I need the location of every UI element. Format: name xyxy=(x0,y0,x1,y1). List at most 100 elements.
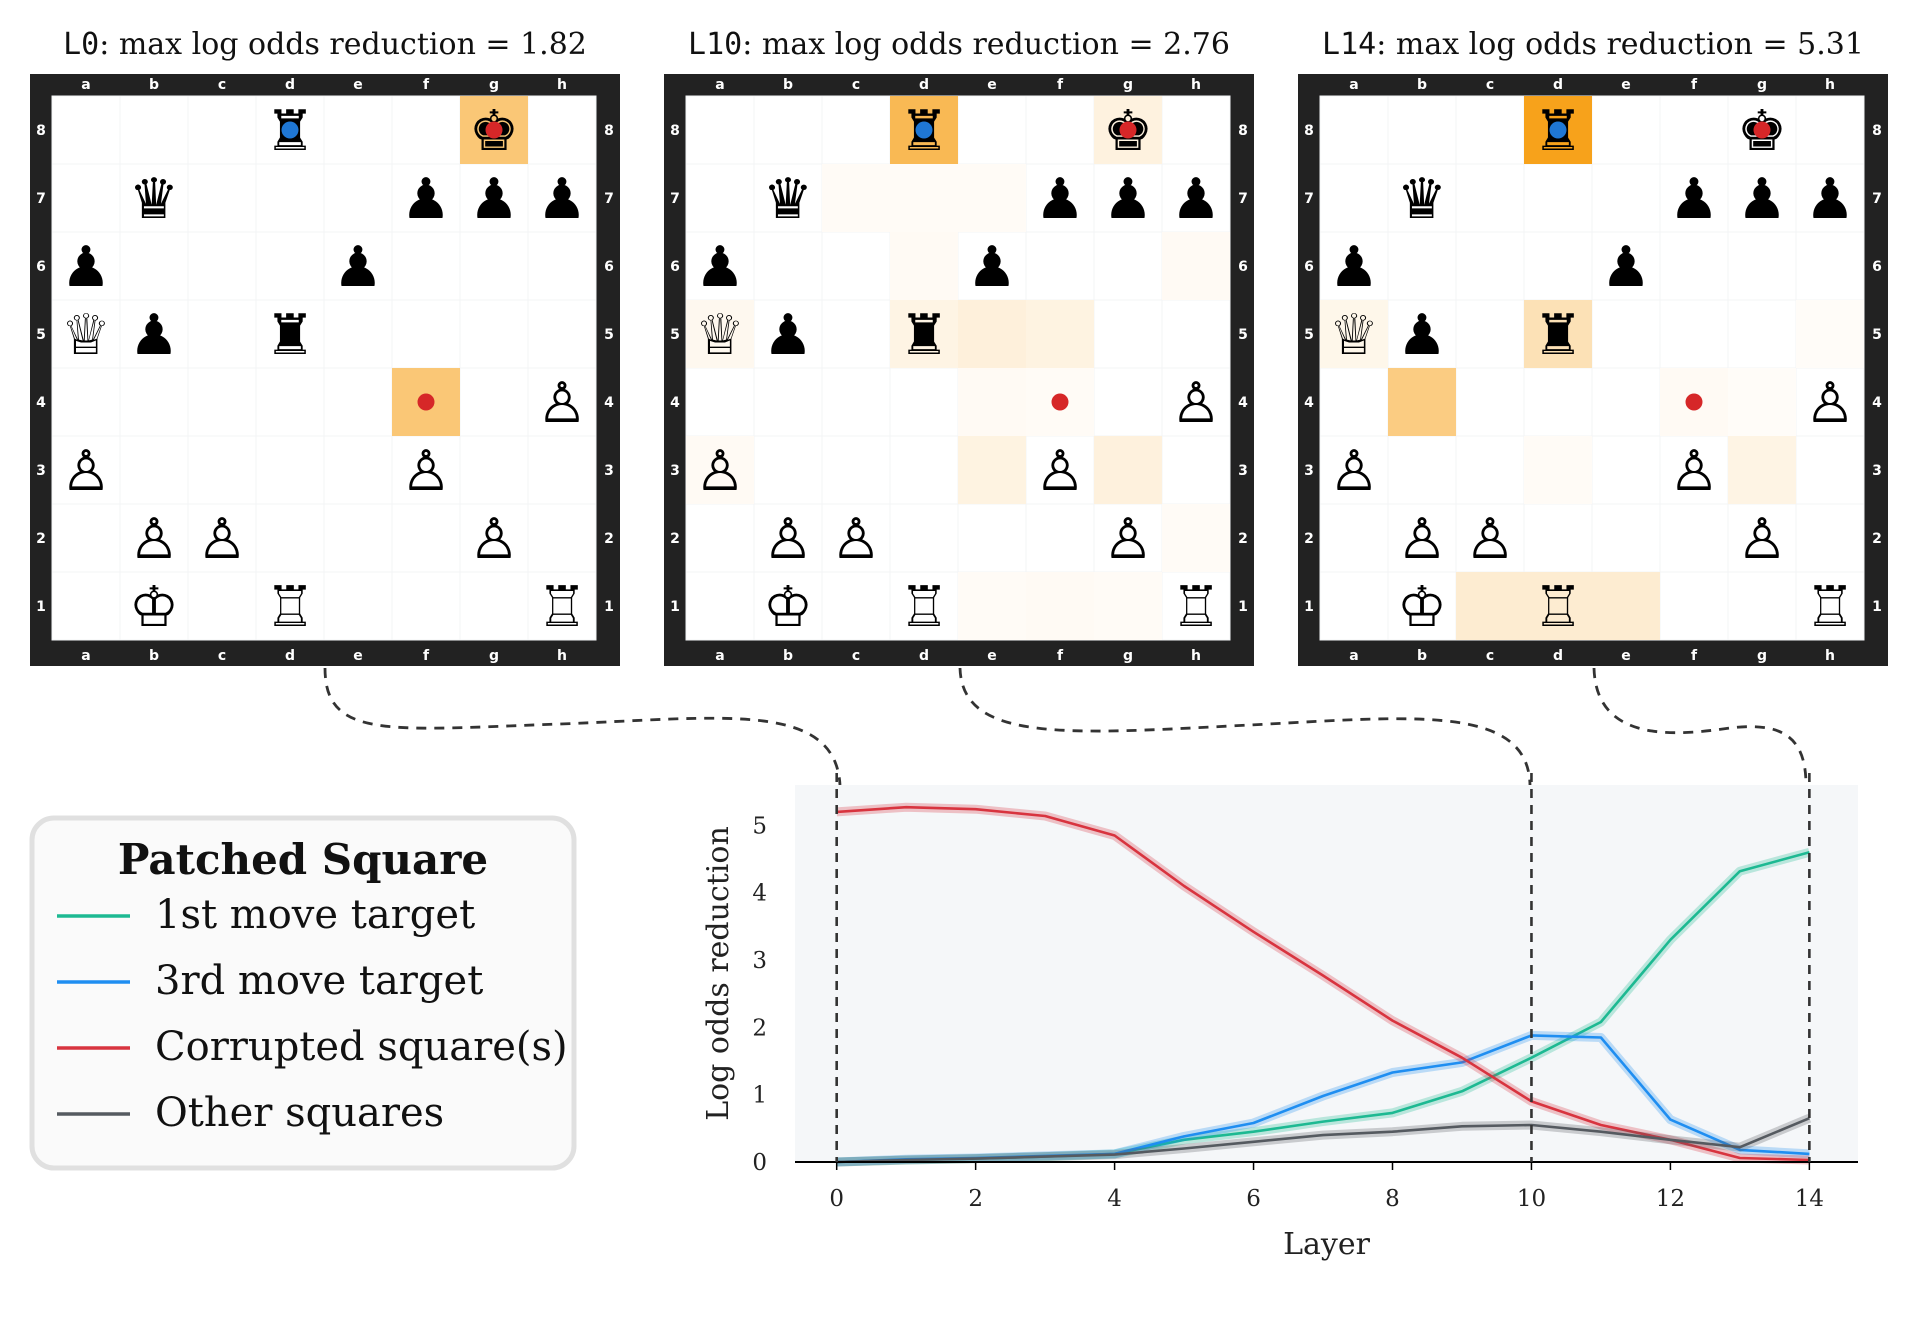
chess-board-2: L14: max log odds reduction = 5.31 a a b b c c… xyxy=(1298,27,1888,666)
rank-label-right: 8 xyxy=(604,123,614,139)
square-highlight-e5 xyxy=(958,300,1026,368)
square-marker-g8 xyxy=(485,121,503,139)
file-label-bottom: f xyxy=(1691,648,1698,664)
y-tick-label: 4 xyxy=(752,881,767,907)
rank-label-right: 2 xyxy=(604,531,614,547)
square-marker-g8 xyxy=(1119,121,1137,139)
square-marker-g8 xyxy=(1753,121,1771,139)
file-label-top: h xyxy=(1191,77,1201,93)
rank-label-left: 7 xyxy=(36,191,46,207)
legend-label: Other squares xyxy=(155,1090,444,1136)
rank-label-right: 4 xyxy=(604,395,614,411)
file-label-top: b xyxy=(149,77,159,93)
rank-label-left: 1 xyxy=(670,599,680,615)
file-label-bottom: e xyxy=(353,648,363,664)
rank-label-left: 2 xyxy=(670,531,680,547)
chess-piece-b7: ♛ xyxy=(763,167,813,232)
x-tick-label: 4 xyxy=(1107,1186,1122,1212)
rank-label-left: 5 xyxy=(670,327,680,343)
chess-piece-f3: ♙ xyxy=(401,439,451,504)
chess-piece-a5: ♕ xyxy=(1329,303,1379,368)
chess-piece-g2: ♙ xyxy=(1103,507,1153,572)
chess-piece-b5: ♟ xyxy=(129,303,179,368)
board-title: L14: max log odds reduction = 5.31 xyxy=(1322,27,1864,62)
rank-label-right: 3 xyxy=(1872,463,1882,479)
chess-piece-a3: ♙ xyxy=(61,439,111,504)
rank-label-left: 5 xyxy=(1304,327,1314,343)
rank-label-left: 4 xyxy=(670,395,680,411)
square-highlight-a5 xyxy=(686,300,754,368)
file-label-top: c xyxy=(1486,77,1494,93)
chess-piece-b7: ♛ xyxy=(129,167,179,232)
file-label-top: c xyxy=(852,77,860,93)
plot-area xyxy=(795,785,1858,1162)
chess-board-1: L10: max log odds reduction = 2.76 a a b b c c… xyxy=(664,27,1254,666)
rank-label-right: 5 xyxy=(1238,327,1248,343)
chess-piece-e6: ♟ xyxy=(333,235,383,300)
chess-piece-b2: ♙ xyxy=(129,507,179,572)
file-label-bottom: g xyxy=(489,648,499,664)
square-highlight-e1 xyxy=(958,572,1026,640)
chess-piece-f7: ♟ xyxy=(1669,167,1719,232)
y-tick-label: 1 xyxy=(752,1083,767,1109)
board-title-layer: L14 xyxy=(1322,27,1376,62)
square-highlight-c7 xyxy=(822,164,890,232)
y-tick-label: 5 xyxy=(752,813,767,839)
chess-piece-g7: ♟ xyxy=(1737,167,1787,232)
chess-board-0: L0: max log odds reduction = 1.82 a a b b c c d… xyxy=(30,27,620,666)
file-label-top: a xyxy=(715,77,724,93)
chess-piece-a5: ♕ xyxy=(61,303,111,368)
file-label-bottom: e xyxy=(1621,648,1631,664)
square-highlight-f1 xyxy=(1026,572,1094,640)
chess-piece-f7: ♟ xyxy=(401,167,451,232)
chess-piece-b5: ♟ xyxy=(1397,303,1447,368)
series-line-3 xyxy=(836,1117,1810,1164)
rank-label-right: 2 xyxy=(1872,531,1882,547)
file-label-top: f xyxy=(423,77,430,93)
square-highlight-a3 xyxy=(686,436,754,504)
rank-label-right: 7 xyxy=(1238,191,1248,207)
connector-line xyxy=(1592,667,1808,786)
chess-piece-a6: ♟ xyxy=(695,235,745,300)
legend-label: 1st move target xyxy=(155,892,475,938)
file-label-bottom: f xyxy=(1057,648,1064,664)
x-tick-label: 8 xyxy=(1385,1186,1400,1212)
file-label-bottom: d xyxy=(1553,648,1563,664)
rank-label-left: 6 xyxy=(1304,259,1314,275)
chess-piece-e6: ♟ xyxy=(967,235,1017,300)
x-tick-label: 14 xyxy=(1795,1186,1824,1212)
chess-piece-b2: ♙ xyxy=(763,507,813,572)
chess-piece-g2: ♙ xyxy=(1737,507,1787,572)
y-tick-label: 2 xyxy=(752,1015,767,1041)
rank-label-right: 6 xyxy=(1238,259,1248,275)
chess-piece-d5: ♜ xyxy=(899,303,949,368)
x-tick-label: 6 xyxy=(1246,1186,1261,1212)
square-highlight-d3 xyxy=(1524,436,1592,504)
chess-piece-a3: ♙ xyxy=(695,439,745,504)
x-axis-label: Layer xyxy=(1283,1227,1371,1262)
board-title: L0: max log odds reduction = 1.82 xyxy=(63,27,587,62)
chess-piece-c2: ♙ xyxy=(197,507,247,572)
file-label-top: d xyxy=(285,77,295,93)
legend-label: 3rd move target xyxy=(155,958,483,1004)
file-label-top: h xyxy=(557,77,567,93)
file-label-top: e xyxy=(987,77,997,93)
file-label-top: b xyxy=(783,77,793,93)
file-label-top: g xyxy=(1757,77,1767,93)
chess-piece-h4: ♙ xyxy=(1171,371,1221,436)
rank-label-right: 6 xyxy=(604,259,614,275)
chess-piece-e6: ♟ xyxy=(1601,235,1651,300)
chess-piece-h7: ♟ xyxy=(1805,167,1855,232)
board-title-layer: L0 xyxy=(63,27,99,62)
file-label-top: a xyxy=(1349,77,1358,93)
rank-label-left: 8 xyxy=(1304,123,1314,139)
rank-label-right: 2 xyxy=(1238,531,1248,547)
file-label-bottom: a xyxy=(715,648,724,664)
chess-piece-b1: ♔ xyxy=(1397,575,1447,640)
chess-piece-d1: ♖ xyxy=(899,575,949,640)
board-title-layer: L10 xyxy=(688,27,742,62)
square-highlight-g3 xyxy=(1728,436,1796,504)
rank-label-right: 1 xyxy=(604,599,614,615)
rank-label-left: 3 xyxy=(1304,463,1314,479)
